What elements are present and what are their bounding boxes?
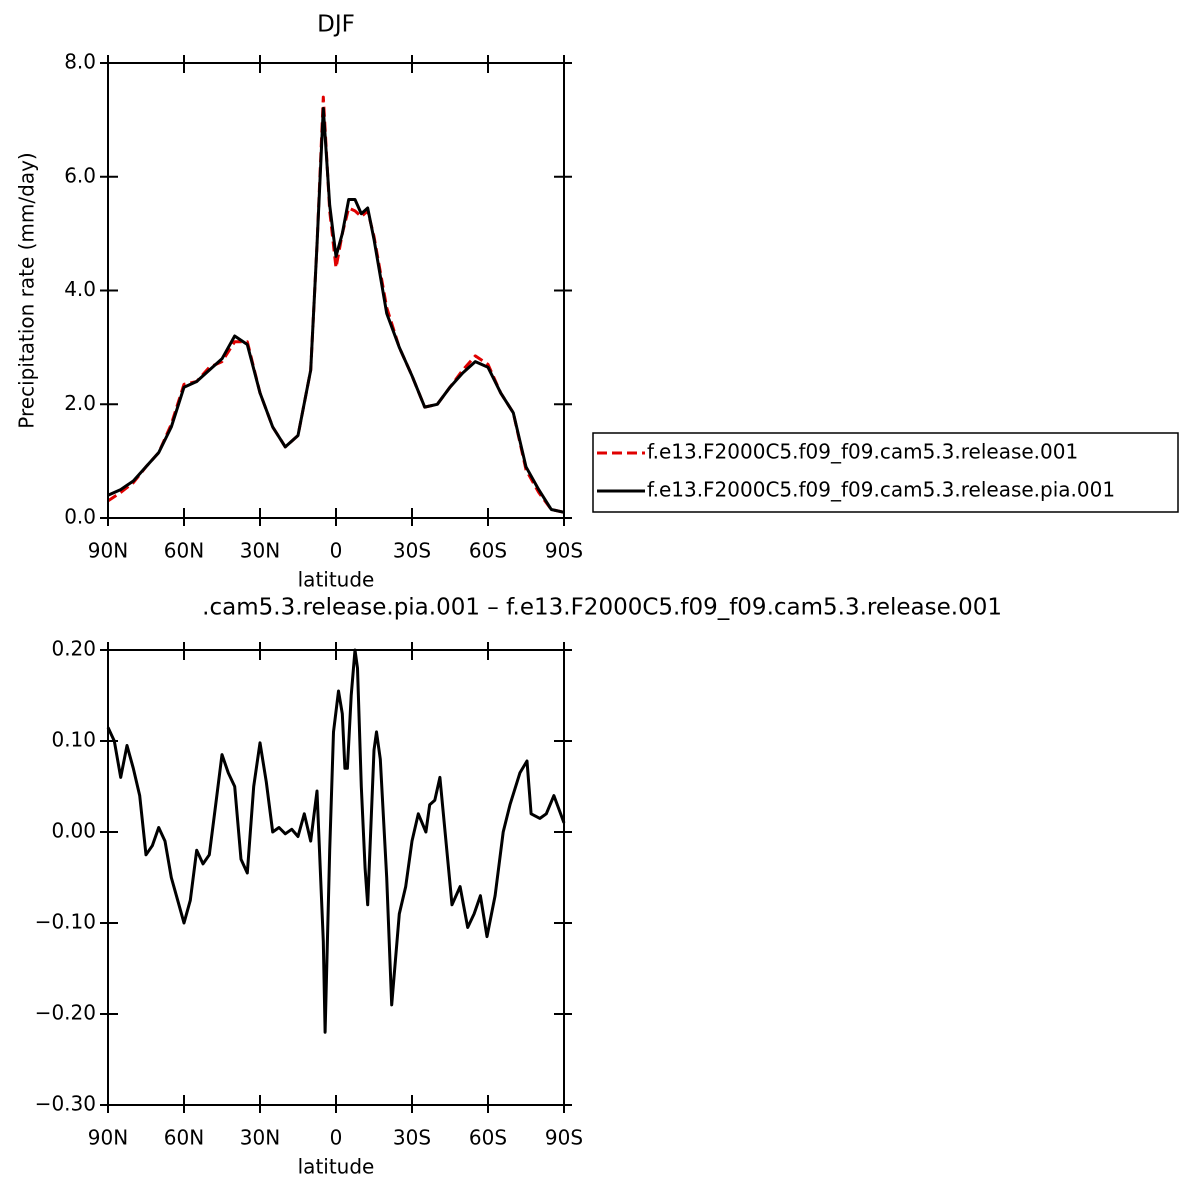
y-tick-label: 8.0 [64, 50, 96, 74]
y-tick-label: −0.20 [35, 1001, 96, 1025]
legend-entry: f.e13.F2000C5.f09_f09.cam5.3.release.001 [647, 440, 1078, 464]
data-line [107, 95, 565, 514]
y-axis-label: Precipitation rate (mm/day) [15, 152, 39, 428]
x-tick-label: 90N [88, 1126, 128, 1150]
data-line [106, 648, 566, 1034]
x-axis-label: latitude [298, 1155, 375, 1179]
legend-box [592, 432, 1179, 513]
x-tick-label: 60N [164, 1126, 204, 1150]
y-tick-label: 6.0 [64, 163, 96, 187]
x-tick-label: 30S [393, 539, 431, 563]
x-tick-label: 60S [469, 539, 507, 563]
x-axis-label: latitude [298, 568, 375, 592]
x-tick-label: 30N [240, 1126, 280, 1150]
y-tick-label: −0.30 [35, 1092, 96, 1116]
x-tick-label: 30S [393, 1126, 431, 1150]
x-tick-label: 90S [545, 1126, 583, 1150]
chart-title: .cam5.3.release.pia.001 – f.e13.F2000C5.… [202, 595, 1002, 621]
plot-frame [107, 62, 565, 519]
chart-title: DJF [317, 12, 355, 38]
legend-entry: f.e13.F2000C5.f09_f09.cam5.3.release.pia… [647, 478, 1115, 502]
x-tick-label: 30N [240, 539, 280, 563]
x-tick-label: 60N [164, 539, 204, 563]
data-line [107, 107, 565, 514]
x-tick-label: 0 [330, 539, 343, 563]
y-tick-label: 0.20 [51, 637, 96, 661]
y-tick-label: 0.0 [64, 505, 96, 529]
x-tick-label: 90N [88, 539, 128, 563]
y-tick-label: 4.0 [64, 277, 96, 301]
x-tick-label: 90S [545, 539, 583, 563]
plot-frame [107, 649, 565, 1106]
x-tick-label: 60S [469, 1126, 507, 1150]
y-tick-label: −0.10 [35, 910, 96, 934]
x-tick-label: 0 [330, 1126, 343, 1150]
y-tick-label: 0.00 [51, 819, 96, 843]
y-tick-label: 2.0 [64, 391, 96, 415]
y-tick-label: 0.10 [51, 728, 96, 752]
